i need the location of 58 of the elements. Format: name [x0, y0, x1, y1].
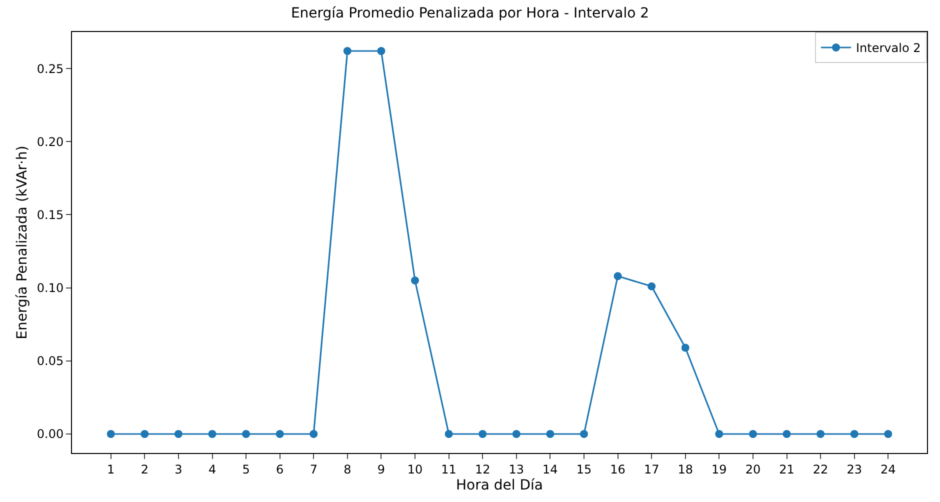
x-tick-label: 21: [779, 462, 794, 476]
x-tick-label: 12: [474, 462, 490, 476]
y-tick-label: 0.20: [36, 134, 64, 149]
point: [242, 430, 250, 438]
point: [681, 344, 690, 352]
point: [546, 430, 554, 438]
x-tick-label: 24: [880, 462, 896, 476]
x-tick-label: 23: [846, 462, 862, 476]
point: [580, 430, 588, 438]
y-tick-label: 0.05: [36, 354, 64, 368]
point: [715, 430, 724, 438]
x-tick-label: 17: [644, 462, 660, 476]
x-tick-label: 2: [140, 462, 148, 476]
x-tick-label: 5: [242, 462, 250, 476]
point: [106, 430, 115, 438]
point: [478, 430, 487, 438]
point: [512, 430, 520, 438]
point: [174, 430, 182, 438]
point: [444, 430, 453, 438]
point: [411, 276, 420, 285]
x-tick-label: 15: [576, 462, 592, 476]
point: [850, 430, 858, 438]
point: [377, 47, 386, 55]
x-tick-label: 14: [542, 462, 558, 476]
chart-title: Energía Promedio Penalizada por Hora - Intervalo 2: [290, 5, 650, 22]
x-tick-label: 6: [276, 462, 284, 476]
y-tick-label: 0.10: [36, 281, 64, 296]
x-tick-label: 20: [745, 462, 761, 476]
point: [208, 430, 216, 438]
point: [816, 430, 825, 438]
x-tick-label: 7: [310, 462, 318, 476]
x-tick-label: 18: [678, 462, 694, 476]
x-tick-label: 9: [377, 462, 386, 476]
legend-label: Intervalo 2: [856, 41, 921, 56]
x-tick-label: 11: [441, 462, 456, 476]
point: [648, 282, 656, 290]
point: [614, 272, 622, 280]
x-tick-label: 4: [208, 462, 216, 476]
x-tick-label: 16: [610, 462, 626, 476]
point: [343, 47, 352, 55]
point: [276, 430, 284, 438]
y-tick-label: 0.15: [36, 208, 64, 222]
point: [140, 430, 149, 438]
x-tick-label: 19: [712, 462, 727, 476]
x-axis-title: Hora del Día: [456, 478, 543, 494]
x-tick-label: 1: [107, 462, 115, 476]
x-tick-label: 3: [174, 462, 182, 476]
point: [884, 430, 892, 438]
y-tick-label: 0.00: [36, 427, 64, 442]
y-axis-title: Energía Penalizada (kVAr·h): [14, 146, 30, 340]
point: [310, 430, 318, 438]
point: [782, 430, 791, 438]
x-tick-label: 8: [344, 462, 352, 476]
y-tick-label: 0.25: [36, 62, 64, 76]
x-tick-label: 10: [407, 462, 423, 476]
x-tick-label: 22: [812, 462, 828, 476]
point: [748, 430, 757, 438]
x-tick-label: 13: [508, 462, 524, 476]
